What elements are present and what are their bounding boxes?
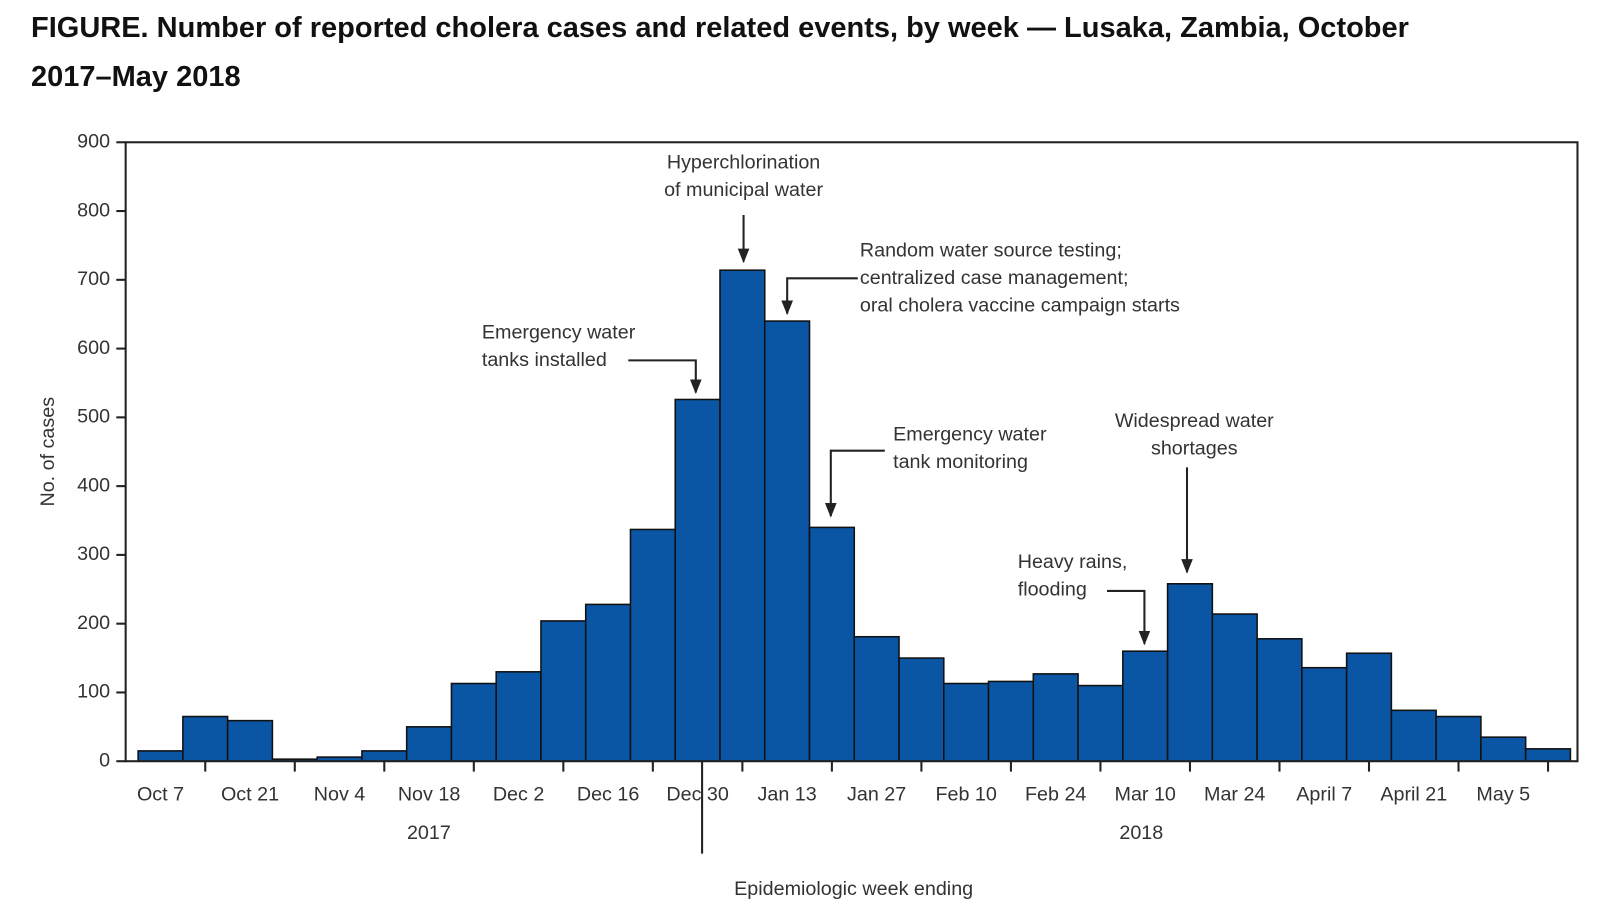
- annotation: tank monitoring: [893, 451, 1028, 473]
- y-axis-label: No. of cases: [37, 397, 59, 507]
- annotation-arrow: [628, 359, 702, 395]
- annotation: Heavy rains,: [1018, 551, 1128, 573]
- x-tick-label: Feb 10: [935, 784, 996, 806]
- bar: [1345, 652, 1393, 762]
- bar: [1122, 650, 1169, 762]
- x-tick-label: Nov 4: [314, 784, 366, 806]
- y-tick-label: 500: [77, 406, 110, 428]
- annotation: Emergency water: [893, 423, 1047, 445]
- y-tick-label: 0: [99, 749, 110, 771]
- annotation: centralized case management;: [860, 267, 1129, 289]
- y-tick-label: 200: [77, 612, 110, 634]
- bar: [495, 671, 542, 762]
- x-tick-label: Dec 16: [577, 784, 640, 806]
- annotation: of municipal water: [664, 179, 823, 201]
- y-tick-label: 900: [77, 130, 110, 152]
- year-label: 2018: [1119, 822, 1163, 844]
- bar: [1211, 613, 1258, 762]
- annotation: flooding: [1018, 579, 1087, 601]
- x-tick-label: April 7: [1296, 784, 1352, 806]
- x-axis-label: Epidemiologic week ending: [734, 878, 973, 900]
- bar: [137, 750, 184, 762]
- annotation: tanks installed: [482, 349, 607, 371]
- bar: [1032, 673, 1079, 762]
- bar: [1301, 666, 1348, 762]
- bar: [987, 680, 1035, 762]
- bar: [1077, 684, 1124, 762]
- annotation: Hyperchlorination: [667, 151, 820, 173]
- x-tick-label: Mar 24: [1204, 784, 1265, 806]
- bar: [182, 715, 229, 762]
- bar: [1435, 715, 1482, 762]
- bar: [763, 320, 811, 762]
- bar: [943, 682, 990, 762]
- x-tick-label: Mar 10: [1115, 784, 1176, 806]
- bar: [1390, 709, 1437, 762]
- annotation: oral cholera vaccine campaign starts: [860, 295, 1180, 317]
- y-tick-label: 700: [77, 268, 110, 290]
- bar: [361, 750, 408, 762]
- x-tick-label: April 21: [1380, 784, 1447, 806]
- x-tick-label: Feb 24: [1025, 784, 1086, 806]
- y-tick-label: 400: [77, 474, 110, 496]
- bar: [226, 719, 274, 762]
- plot-frame: [124, 141, 1579, 763]
- x-tick-label: Oct 7: [137, 784, 184, 806]
- y-tick-label: 800: [77, 199, 110, 221]
- plot: No. of cases Epidemiologic week ending 0…: [37, 130, 1579, 900]
- x-tick-label: Dec 2: [493, 784, 545, 806]
- bar: [450, 682, 497, 762]
- x-tick-label: Jan 27: [847, 784, 906, 806]
- bar: [808, 526, 856, 762]
- bar: [405, 726, 453, 762]
- bar: [719, 269, 766, 762]
- y-tick-label: 600: [77, 337, 110, 359]
- annotation-arrow: [1107, 589, 1151, 646]
- annotation-arrow: [824, 449, 885, 518]
- annotation: Emergency water: [482, 322, 636, 344]
- y-tick-label: 300: [77, 543, 110, 565]
- chart-title: FIGURE. Number of reported cholera cases…: [31, 12, 1409, 93]
- bar: [629, 528, 677, 762]
- year-label: 2017: [407, 822, 451, 844]
- bar: [540, 620, 587, 762]
- y-tick-label: 100: [77, 681, 110, 703]
- annotation: Random water source testing;: [860, 240, 1122, 262]
- bar: [1256, 638, 1303, 762]
- x-tick-label: Jan 13: [758, 784, 817, 806]
- annotation: shortages: [1151, 437, 1238, 459]
- annotation-arrow: [781, 277, 858, 316]
- x-tick-label: Nov 18: [398, 784, 461, 806]
- annotation: Widespread water: [1115, 410, 1274, 432]
- bar: [1480, 736, 1527, 762]
- x-tick-label: Dec 30: [666, 784, 729, 806]
- bar: [584, 603, 632, 762]
- bar: [853, 635, 900, 762]
- bar: [1166, 583, 1214, 762]
- bar: [1524, 748, 1572, 762]
- bar: [674, 398, 721, 762]
- bar: [898, 657, 945, 762]
- x-tick-label: May 5: [1476, 784, 1530, 806]
- x-tick-label: Oct 21: [221, 784, 279, 806]
